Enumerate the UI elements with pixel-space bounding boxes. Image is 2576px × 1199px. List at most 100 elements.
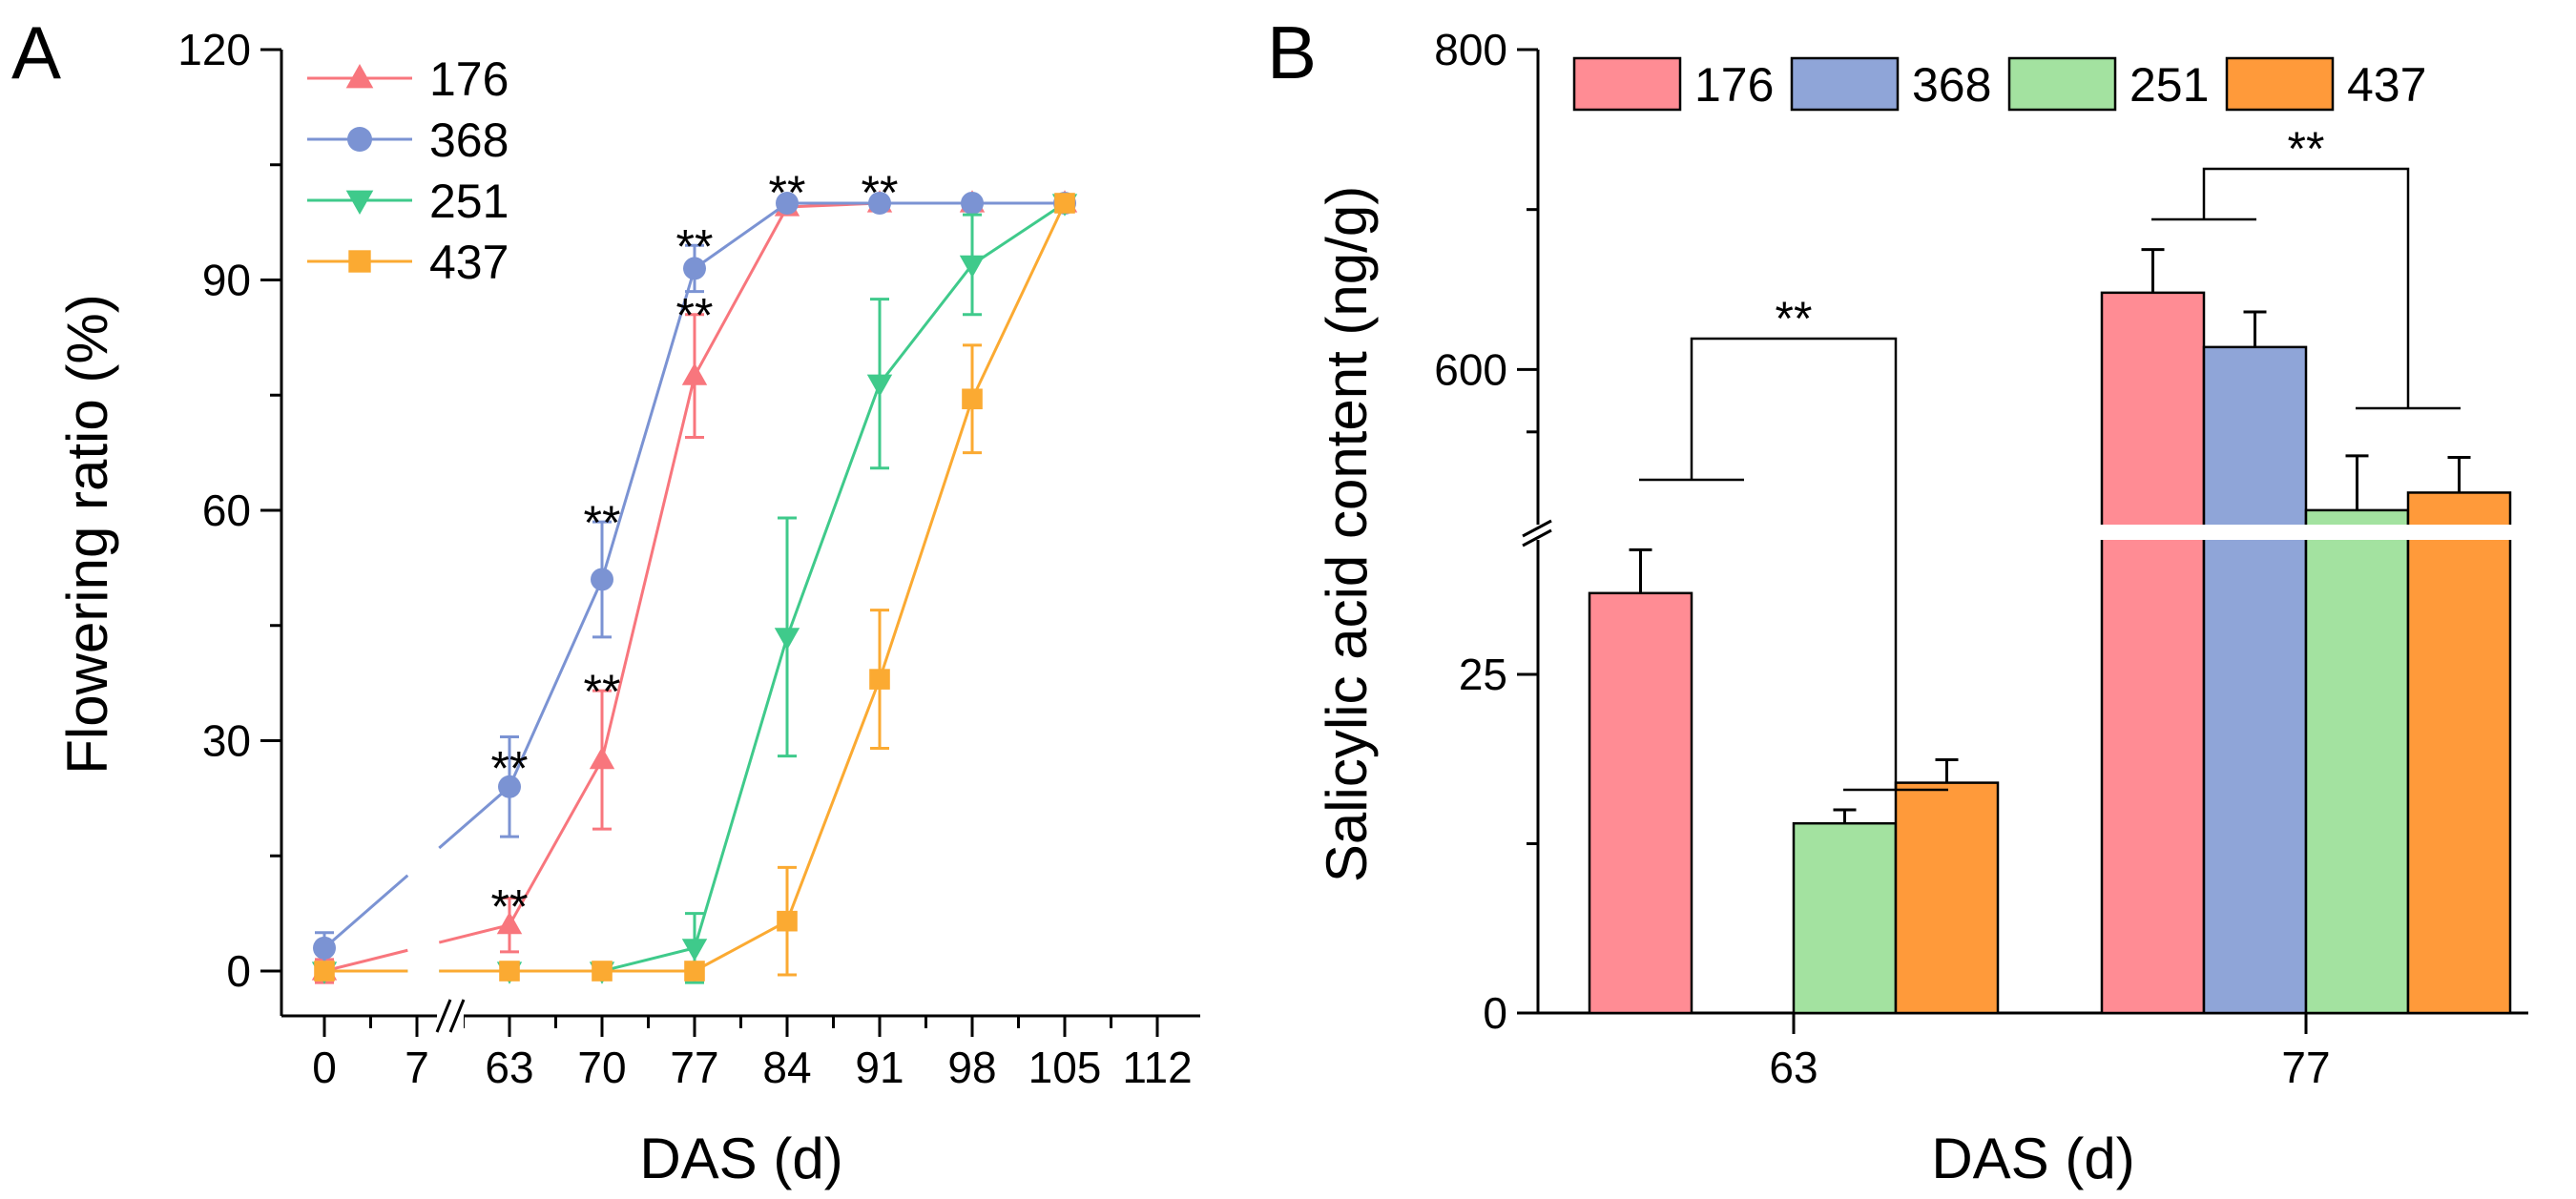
- legend-swatch: [1790, 56, 1900, 112]
- significance-mark: **: [862, 166, 899, 219]
- series-line-437: [439, 202, 1067, 973]
- data-point-368: [776, 192, 799, 215]
- data-point-368: [498, 775, 521, 798]
- panel-a-ytick-label: 60: [202, 486, 251, 535]
- bar-251-77: [2304, 508, 2410, 1015]
- series-line-368: [438, 201, 1065, 850]
- axis-break-gap: [1525, 525, 1551, 540]
- legend-label: 251: [429, 175, 509, 228]
- significance-mark: **: [1776, 292, 1813, 345]
- bar-437-63: [1894, 781, 2000, 1015]
- panel-a-xtick-label: 7: [405, 1043, 429, 1092]
- panel-b-xlabel: DAS (d): [1931, 1127, 2134, 1190]
- panel-a-xtick-label: 0: [312, 1043, 337, 1092]
- legend-swatch: [1572, 56, 1682, 112]
- panel-a-xtick-label: 77: [670, 1043, 718, 1092]
- legend-item-437: 437: [307, 236, 509, 289]
- data-point-437: [962, 388, 983, 410]
- legend-swatch: [2225, 56, 2335, 112]
- legend-label: 176: [429, 52, 509, 106]
- axis-break-gap: [2089, 525, 2514, 540]
- axis-break-mark: [1522, 519, 1552, 538]
- panel-b-ylabel: Salicylic acid content (ng/g): [1315, 186, 1379, 882]
- legend-label: 437: [2347, 58, 2426, 112]
- data-point-437: [684, 961, 705, 982]
- significance-mark: **: [2288, 122, 2325, 176]
- data-point-251: [681, 939, 708, 961]
- panel-a-xtick-label: 112: [1122, 1043, 1192, 1092]
- data-point-368: [683, 257, 706, 280]
- significance-mark: **: [584, 665, 621, 718]
- series-line-368: [323, 874, 409, 949]
- data-point-176: [589, 746, 615, 770]
- legend-item-176: 176: [1572, 56, 1774, 112]
- panel-a-xtick-label: 105: [1028, 1043, 1102, 1092]
- panel-b-label: B: [1267, 10, 1317, 94]
- panel-a-xlabel: DAS (d): [639, 1127, 842, 1190]
- significance-mark: **: [676, 219, 714, 273]
- data-point-251: [866, 374, 893, 397]
- panel-a-label: A: [11, 10, 61, 94]
- legend-marker: [345, 190, 374, 215]
- panel-b-xtick-label: 77: [2281, 1043, 2330, 1092]
- data-point-437: [869, 669, 890, 690]
- panel-b-ytick-label: 25: [1459, 650, 1507, 699]
- legend-marker: [345, 64, 374, 89]
- panel-a-axis-break: [435, 999, 466, 1033]
- legend-label: 437: [429, 236, 509, 289]
- panel-a-xtick-label: 70: [577, 1043, 626, 1092]
- data-point-176: [496, 911, 523, 935]
- panel-a-ytick-label: 30: [202, 716, 251, 766]
- bar-176-77: [2100, 291, 2206, 1015]
- data-point-437: [499, 961, 520, 982]
- legend-item-176: 176: [307, 52, 509, 106]
- legend-marker: [348, 250, 371, 273]
- axis-break-mark: [1522, 528, 1552, 548]
- data-point-251: [774, 628, 800, 651]
- panel-a-xtick-label: 98: [947, 1043, 996, 1092]
- legend-label: 368: [1912, 58, 1991, 112]
- panel-a-ytick-label: 120: [177, 25, 251, 74]
- panel-a-ytick-label: 0: [226, 946, 251, 996]
- panel-a: A 0 30 60 90 120 0 7 63 70 77 84 91 98 105 112 Flower…: [11, 10, 1200, 1190]
- data-point-368: [591, 568, 613, 591]
- legend-swatch: [2007, 56, 2117, 112]
- panel-b: B 0 25 600 800 63 77 Salicylic acid content …: [1267, 10, 2528, 1190]
- bar-251-63: [1792, 821, 1898, 1015]
- legend-marker: [347, 127, 372, 152]
- bar-368-77: [2202, 345, 2308, 1015]
- legend-label: 176: [1694, 58, 1774, 112]
- panel-b-ytick-label: 0: [1483, 988, 1507, 1038]
- panel-a-ylabel: Flowering ratio (%): [55, 294, 119, 774]
- panel-a-xtick-label: 84: [762, 1043, 811, 1092]
- data-point-437: [777, 910, 798, 932]
- data-point-368: [868, 192, 891, 215]
- significance-mark: **: [491, 742, 529, 796]
- legend-item-368: 368: [307, 114, 509, 167]
- legend-item-251: 251: [307, 175, 509, 228]
- bar-176-63: [1588, 591, 1693, 1015]
- significance-mark: **: [491, 880, 529, 934]
- legend-item-368: 368: [1790, 56, 1991, 112]
- data-point-437: [592, 961, 613, 982]
- data-point-437: [314, 961, 335, 982]
- significance-mark: **: [769, 166, 806, 219]
- panel-a-xtick-label: 91: [855, 1043, 904, 1092]
- series-437: [314, 193, 1075, 982]
- panel-a-ytick-label: 90: [202, 256, 251, 305]
- panel-b-ytick-label: 600: [1434, 344, 1507, 394]
- legend-label: 251: [2129, 58, 2209, 112]
- data-point-437: [1054, 193, 1075, 214]
- data-point-368: [313, 936, 336, 960]
- bracket-line: [1690, 337, 1898, 790]
- bracket-line: [2202, 167, 2410, 408]
- bar-437-77: [2406, 491, 2512, 1015]
- panel-b-ytick-label: 800: [1434, 25, 1507, 74]
- significance-mark: **: [584, 496, 621, 549]
- data-point-368: [961, 192, 984, 215]
- data-point-251: [959, 255, 986, 279]
- legend-item-437: 437: [2225, 56, 2426, 112]
- legend-item-251: 251: [2007, 56, 2209, 112]
- series-line-251: [439, 201, 1066, 973]
